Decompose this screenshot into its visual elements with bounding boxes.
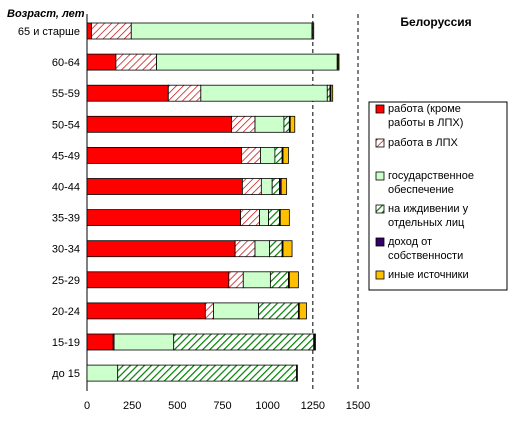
- bar-segment: [240, 209, 260, 227]
- bar-segment: [117, 364, 297, 382]
- x-tick-label: 250: [123, 400, 141, 412]
- bar-segment: [228, 271, 244, 289]
- chart-title: Белоруссия: [400, 15, 471, 29]
- legend-label: на иждивении у отдельных лиц: [388, 203, 469, 229]
- y-tick-label: 25-29: [52, 275, 80, 287]
- legend-label: работа в ЛПХ: [388, 137, 459, 149]
- bar-segment: [259, 209, 269, 227]
- bar-segment: [86, 333, 114, 351]
- bar-segment: [312, 22, 315, 40]
- bar-segment: [274, 146, 283, 164]
- legend-swatch: [375, 138, 385, 148]
- bar-segment: [314, 333, 316, 351]
- y-tick-label: 50-54: [52, 119, 80, 131]
- legend-swatch: [375, 204, 385, 214]
- y-tick-label: 55-59: [52, 88, 80, 100]
- bar-segment: [271, 178, 280, 195]
- bar-segment: [254, 115, 285, 133]
- bar-segment: [283, 115, 290, 133]
- bar-segment: [86, 302, 206, 320]
- bar-segment: [337, 53, 340, 71]
- bar-segment: [260, 146, 276, 164]
- x-tick-label: 1000: [255, 400, 279, 412]
- legend-swatch: [375, 104, 385, 114]
- y-tick-label: 45-49: [52, 150, 80, 162]
- bar-segment: [86, 115, 232, 133]
- bar-segment: [279, 209, 290, 227]
- bar-segment: [86, 209, 241, 227]
- bar-segment: [204, 302, 214, 320]
- legend-swatch: [375, 237, 385, 247]
- bar-segment: [234, 240, 256, 258]
- bar-segment: [213, 302, 260, 320]
- y-tick-label: 40-44: [52, 182, 80, 194]
- x-tick-label: 1500: [346, 400, 370, 412]
- bar-segment: [269, 240, 283, 258]
- bar-segment: [298, 302, 307, 320]
- bar-segment: [288, 271, 299, 289]
- bar-segment: [173, 333, 315, 351]
- bar-segment: [156, 53, 338, 71]
- legend-swatch: [375, 270, 385, 280]
- legend-box: [368, 101, 508, 291]
- legend: работа (кроме работы в ЛПХ) работа в ЛПХ го…: [368, 101, 508, 291]
- bar-segment: [242, 271, 271, 289]
- plot-area: 0 250 500 750 1000 1250 1500 65 и старше 60-64 55…: [18, 14, 370, 412]
- x-tick-label: 500: [168, 400, 186, 412]
- bar-segment: [86, 84, 169, 102]
- y-axis-title: Возраст, лет: [7, 8, 85, 20]
- legend-label: доход от собственности: [388, 236, 463, 262]
- legend-label: работа (кроме работы в ЛПХ): [388, 103, 463, 129]
- bar-segment: [269, 271, 289, 289]
- legend-label: иные источники: [388, 269, 469, 281]
- bar-segment: [268, 209, 280, 227]
- bar-segment: [260, 178, 273, 195]
- bar-segment: [282, 146, 289, 164]
- bar-segment: [296, 364, 298, 382]
- bar-segment: [91, 22, 132, 40]
- bar-segment: [241, 146, 261, 164]
- bar-segment: [86, 178, 243, 195]
- bar-segment: [326, 84, 331, 102]
- legend-label: государственное обеспечение: [388, 170, 474, 196]
- y-tick-label: 15-19: [52, 337, 80, 349]
- x-tick-label: 0: [84, 400, 90, 412]
- bar-segment: [231, 115, 256, 133]
- y-tick-label: 60-64: [52, 57, 80, 69]
- bar-segment: [130, 22, 313, 40]
- bar-segment: [86, 271, 230, 289]
- bar-segment: [113, 333, 175, 351]
- bar-segment: [86, 53, 117, 71]
- bar-segment: [241, 178, 262, 195]
- x-tick-label: 750: [213, 400, 231, 412]
- x-tick-label: 1250: [301, 400, 325, 412]
- bar-segment: [280, 178, 288, 195]
- y-tick-label: до 15: [52, 368, 80, 380]
- bar-segment: [289, 115, 296, 133]
- bar-segment: [200, 84, 328, 102]
- bar-segment: [86, 146, 242, 164]
- bar-segment: [86, 364, 119, 382]
- bar-segment: [330, 84, 334, 102]
- bar-segment: [86, 22, 92, 40]
- bar-segment: [167, 84, 202, 102]
- bar-segment: [258, 302, 299, 320]
- bar-segment: [115, 53, 157, 71]
- legend-swatch: [375, 171, 385, 181]
- y-tick-label: 65 и старше: [18, 26, 80, 38]
- y-tick-label: 30-34: [52, 244, 80, 256]
- bar-segment: [86, 240, 236, 258]
- bar-segment: [254, 240, 270, 258]
- y-tick-label: 35-39: [52, 213, 80, 225]
- y-tick-label: 20-24: [52, 306, 80, 318]
- bar-segment: [282, 240, 293, 258]
